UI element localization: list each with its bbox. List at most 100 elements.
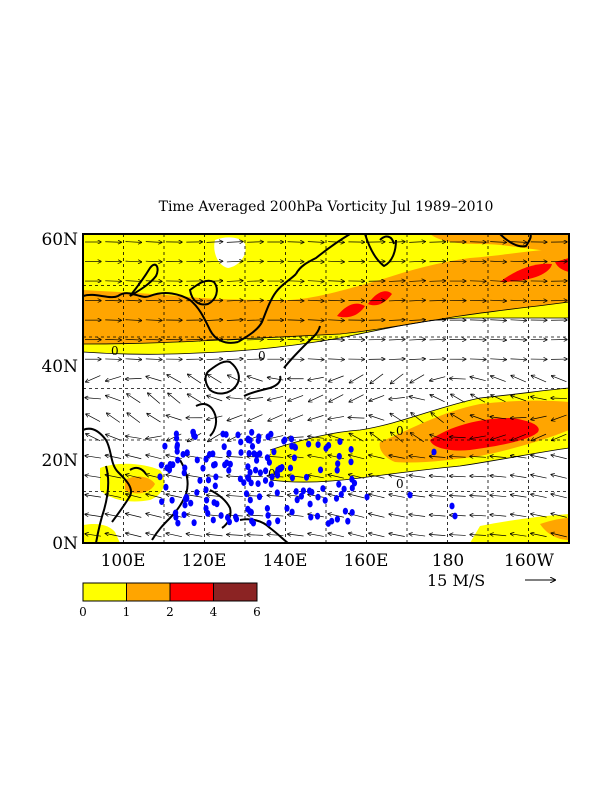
wind-vector-arrow xyxy=(186,456,203,459)
genesis-dot xyxy=(268,480,274,488)
genesis-dot xyxy=(210,516,216,524)
wind-vector-arrow xyxy=(267,534,284,535)
wind-vector-arrow xyxy=(328,339,344,340)
wind-vector-arrow xyxy=(430,395,445,403)
genesis-dot xyxy=(233,513,239,521)
wind-vector-arrow xyxy=(126,378,142,379)
lon-label-100e: 100E xyxy=(101,551,146,571)
genesis-dot xyxy=(249,428,255,436)
wind-vector-arrow xyxy=(430,435,446,441)
wind-vector-arrow xyxy=(106,376,122,381)
wind-vector-arrow xyxy=(309,394,324,402)
wind-vector-arrow xyxy=(287,261,304,262)
wind-vector-arrow xyxy=(510,281,526,282)
wind-vector-arrow xyxy=(348,417,365,418)
wind-vector-arrow xyxy=(450,496,466,497)
genesis-dot xyxy=(174,441,180,449)
wind-vector-arrow xyxy=(107,413,121,423)
wind-vector-arrow xyxy=(308,415,324,420)
wind-vector-arrow xyxy=(470,377,486,382)
genesis-dot xyxy=(175,519,181,527)
wind-vector-arrow xyxy=(127,394,141,403)
wind-vector-arrow xyxy=(510,261,526,262)
wind-vector-arrow xyxy=(188,374,202,384)
wind-vectors xyxy=(85,242,567,538)
colorbar-tick: 1 xyxy=(123,605,131,619)
wind-vector-arrow xyxy=(227,534,243,535)
wind-vector-arrow xyxy=(148,393,161,404)
wind-vector-arrow xyxy=(409,261,425,262)
wind-vector-arrow xyxy=(227,397,243,399)
wind-vector-arrow xyxy=(471,394,486,403)
genesis-dot xyxy=(338,491,344,498)
genesis-dot xyxy=(157,473,163,481)
wind-vector-arrow xyxy=(450,515,466,516)
genesis-dot xyxy=(449,502,455,510)
wind-vector-arrow xyxy=(369,475,385,479)
wind-vector-arrow xyxy=(531,397,547,401)
wind-vector-arrow xyxy=(429,495,446,496)
wind-vector-arrow xyxy=(247,535,264,536)
genesis-dot xyxy=(294,496,300,504)
genesis-dot xyxy=(181,469,187,477)
genesis-dot xyxy=(275,517,281,525)
lon-label-120e: 120E xyxy=(182,551,227,571)
wind-vector-arrow xyxy=(206,320,223,321)
genesis-dot xyxy=(452,512,458,520)
genesis-dot xyxy=(159,498,165,505)
genesis-dot xyxy=(325,520,331,527)
wind-vector-arrow xyxy=(86,434,101,442)
map-frame xyxy=(82,233,570,544)
genesis-dot xyxy=(203,486,209,494)
wind-vector-arrow xyxy=(86,414,101,422)
wind-vector-arrow xyxy=(328,261,344,262)
wind-vector-arrow xyxy=(105,300,121,301)
genesis-dot xyxy=(197,477,203,484)
wind-vector-arrow xyxy=(307,281,324,282)
wind-vector-arrow xyxy=(389,397,405,399)
wind-vector-arrow xyxy=(490,281,506,282)
genesis-dot xyxy=(289,508,295,516)
wind-vector-arrow xyxy=(531,533,547,537)
genesis-dot xyxy=(284,504,290,512)
vector-scale-label: 15 M/S xyxy=(427,571,485,590)
wind-vector-arrow xyxy=(206,242,223,243)
vorticity-fill-north-red xyxy=(500,263,552,282)
genesis-dot xyxy=(306,440,312,448)
wind-vector-arrow xyxy=(429,456,446,457)
wind-vector-arrow xyxy=(105,359,121,360)
wind-vector-arrow xyxy=(126,494,142,499)
wind-vector-arrow xyxy=(226,359,243,360)
wind-vector-arrow xyxy=(490,261,506,262)
graticule xyxy=(83,234,569,543)
genesis-dot xyxy=(345,517,351,525)
wind-vector-arrow xyxy=(490,456,507,458)
genesis-dot xyxy=(320,485,326,492)
genesis-dot xyxy=(266,519,272,527)
colorbar: 0 1 2 4 6 xyxy=(79,582,261,619)
wind-vector-arrow xyxy=(511,376,526,383)
wind-vector-arrow xyxy=(247,339,263,340)
wind-vector-arrow xyxy=(105,242,121,243)
wind-vector-arrow xyxy=(208,432,222,441)
wind-vector-arrow xyxy=(511,475,527,478)
wind-vector-arrow xyxy=(146,376,162,382)
wind-vector-arrow xyxy=(551,414,567,420)
wind-vector-arrow xyxy=(126,533,142,538)
wind-vector-arrow xyxy=(490,359,506,360)
wind-vector-arrow xyxy=(531,455,547,459)
wind-vector-arrow xyxy=(125,242,142,243)
wind-vector-arrow xyxy=(208,375,222,384)
wind-vector-arrow xyxy=(125,359,142,360)
wind-vector-arrow xyxy=(409,242,425,243)
wind-vector-arrow xyxy=(247,320,263,321)
wind-vector-arrow xyxy=(531,376,547,383)
genesis-dot xyxy=(245,474,251,481)
wind-vector-arrow xyxy=(328,281,344,282)
wind-vector-arrow xyxy=(207,495,223,497)
wind-vector-arrow xyxy=(329,394,344,402)
genesis-dot xyxy=(303,473,310,481)
wind-vector-arrow xyxy=(145,242,162,243)
wind-vector-arrow xyxy=(511,433,527,440)
vorticity-fill-north-red xyxy=(337,303,365,318)
